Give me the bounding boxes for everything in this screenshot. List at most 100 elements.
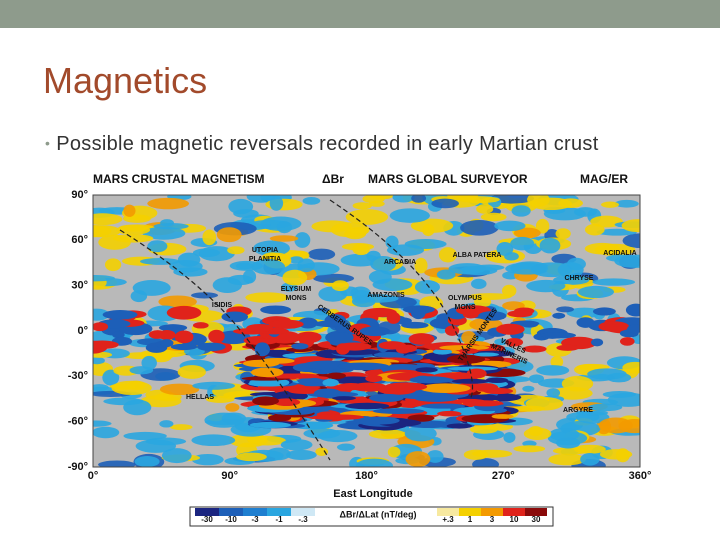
equator-blob: [112, 331, 125, 339]
place-label: OLYMPUS: [448, 295, 482, 302]
field-blob: [389, 208, 430, 223]
field-blob: [242, 269, 257, 284]
field-blob: [93, 351, 113, 358]
field-blob: [621, 219, 640, 233]
place-label: UTOPIA: [252, 247, 278, 254]
field-blob: [411, 195, 427, 203]
field-stripe: [250, 367, 284, 378]
field-blob: [501, 284, 517, 298]
field-stripe: [413, 375, 431, 383]
field-blob: [490, 195, 535, 204]
colorbar-label: ΔBr/ΔLat (nT/deg): [340, 509, 417, 519]
field-blob: [93, 308, 110, 321]
field-blob: [102, 369, 120, 386]
field-blob: [93, 426, 120, 439]
field-blob: [556, 437, 581, 449]
field-stripe: [286, 347, 314, 353]
place-label: MONS: [455, 304, 476, 311]
figure-quantity: ΔBr: [322, 172, 344, 186]
field-blob: [529, 197, 572, 211]
field-stripe: [466, 368, 487, 379]
field-blob: [448, 263, 486, 275]
field-blob: [494, 220, 526, 232]
field-blob: [177, 365, 206, 379]
field-blob: [510, 236, 535, 251]
field-blob: [170, 424, 193, 431]
field-blob: [123, 204, 136, 217]
place-label: AMAZONIS: [367, 292, 405, 299]
equator-blob: [592, 307, 616, 316]
equator-blob: [507, 310, 533, 318]
field-blob: [387, 446, 401, 458]
equator-blob: [208, 329, 225, 344]
field-blob: [555, 228, 571, 240]
equator-blob: [166, 305, 202, 320]
field-blob: [282, 269, 308, 286]
equator-blob: [556, 344, 579, 351]
field-stripe: [337, 362, 390, 371]
place-label: ARCADIA: [384, 259, 416, 266]
field-blob: [580, 453, 600, 466]
field-blob: [426, 450, 444, 463]
equator-blob: [520, 320, 539, 328]
colorbar-cell: [195, 508, 219, 516]
equator-blob: [325, 330, 354, 345]
field-blob: [233, 209, 259, 218]
field-blob: [280, 439, 313, 451]
field-blob: [98, 460, 136, 467]
equator-blob: [408, 333, 435, 345]
colorbar-tick: 10: [510, 515, 519, 524]
field-blob: [139, 258, 180, 265]
bullet-text: Possible magnetic reversals recorded in …: [56, 133, 599, 155]
field-blob: [153, 223, 189, 230]
field-blob: [548, 453, 586, 466]
colorbar-tick: -.3: [298, 515, 308, 524]
x-tick-label: 360°: [629, 470, 652, 482]
field-stripe: [313, 388, 342, 398]
equator-blob: [576, 317, 595, 328]
field-stripe: [473, 352, 500, 357]
field-blob: [161, 448, 192, 464]
field-blob: [191, 292, 219, 299]
colorbar-tick: -3: [251, 515, 259, 524]
colorbar-cell: [267, 508, 291, 516]
bullet: • Possible magnetic reversals recorded in…: [45, 133, 599, 156]
field-blob: [458, 196, 500, 204]
field-stripe: [268, 414, 292, 422]
colorbar: -30 -10 -3 -1 -.3 +.3 1 3 10 30: [189, 506, 554, 527]
equator-blob: [619, 337, 635, 346]
field-blob: [269, 195, 284, 211]
field-stripe: [345, 402, 390, 410]
equator-blob: [102, 309, 138, 320]
field-stripe: [485, 377, 509, 384]
field-blob: [331, 280, 349, 292]
equator-blob: [246, 323, 274, 333]
field-blob: [503, 432, 516, 443]
field-stripe: [468, 400, 504, 407]
equator-blob: [313, 320, 346, 328]
field-blob: [622, 233, 640, 248]
dichotomy-line: [119, 199, 474, 461]
field-blob: [169, 260, 203, 273]
equator-blob: [174, 330, 194, 344]
field-blob: [104, 258, 122, 272]
field-blob: [622, 361, 640, 374]
field-stripe: [415, 367, 438, 373]
equator-blob: [160, 339, 174, 348]
figure-mission: MARS GLOBAL SURVEYOR: [368, 172, 528, 186]
field-blob: [142, 226, 186, 240]
field-blob: [294, 232, 311, 248]
field-stripe: [365, 374, 383, 383]
figure-title: MARS CRUSTAL MAGNETISM: [93, 172, 265, 186]
field-blob: [159, 420, 174, 428]
field-blob: [469, 425, 498, 434]
field-blob: [93, 420, 112, 427]
x-tick-label: 90°: [221, 470, 238, 482]
field-blob: [587, 368, 627, 380]
field-blob: [158, 295, 197, 308]
field-blob: [550, 356, 564, 368]
equator-blob: [591, 338, 604, 347]
field-blob: [93, 384, 109, 391]
field-blob: [330, 222, 370, 238]
